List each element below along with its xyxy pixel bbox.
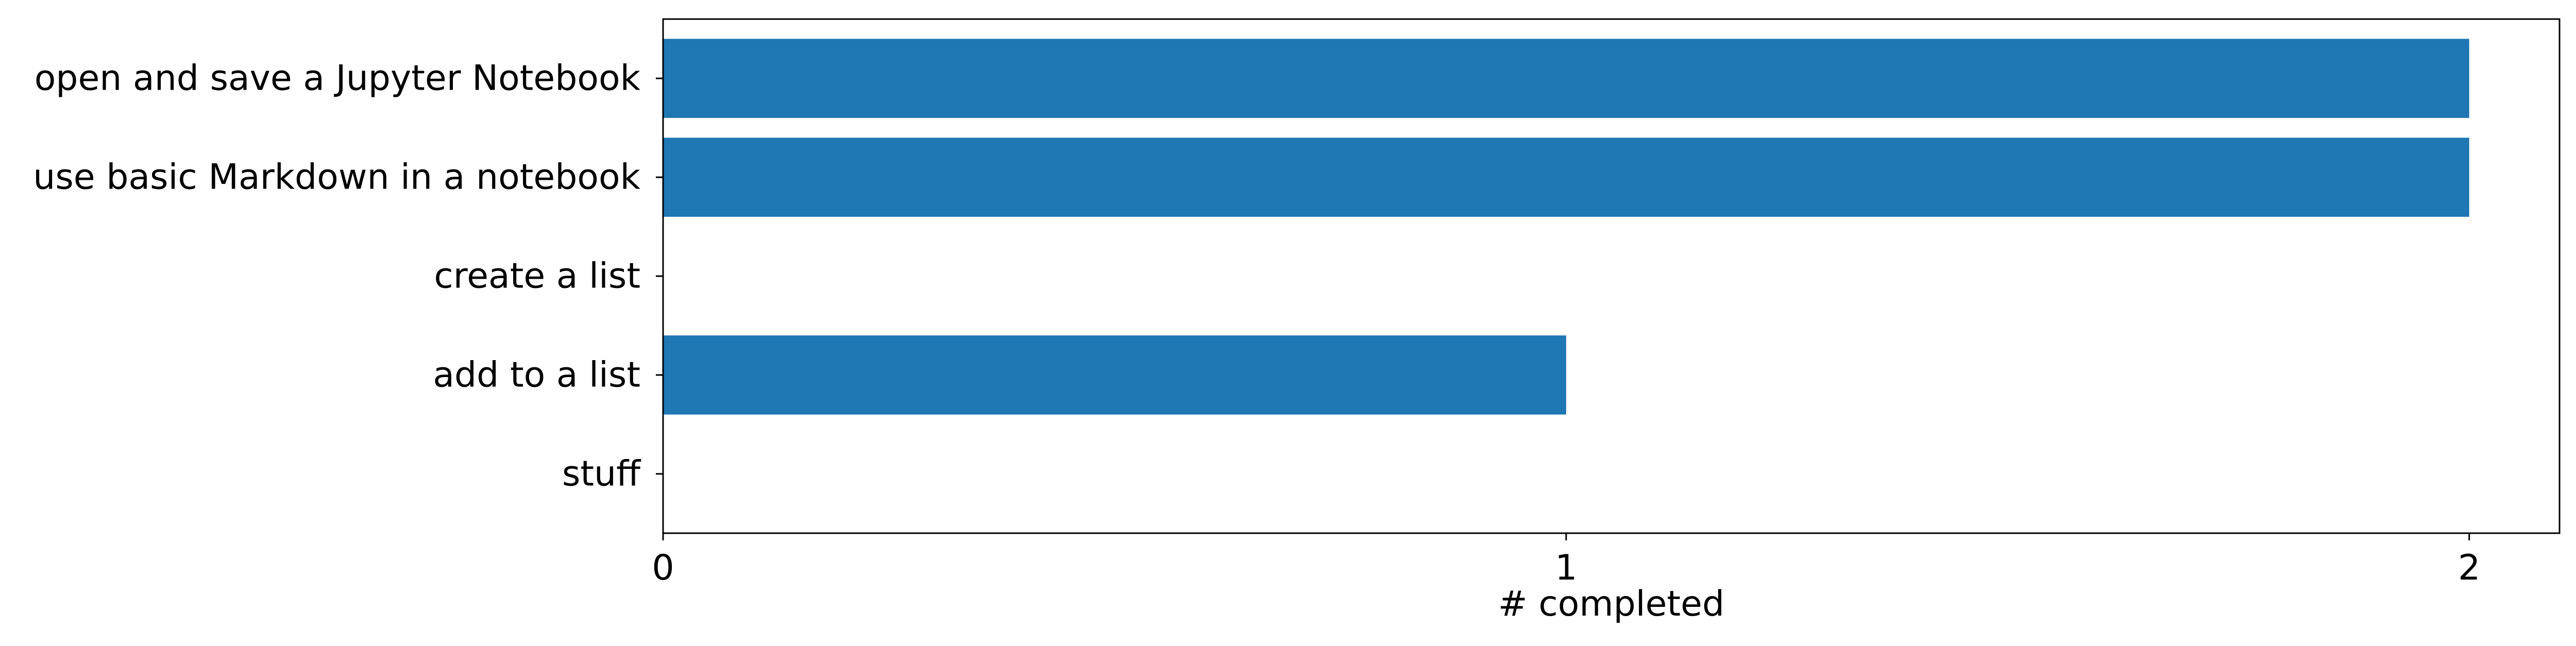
bar xyxy=(663,39,2469,118)
x-tick-label: 0 xyxy=(652,548,674,588)
y-tick-label: stuff xyxy=(562,453,641,494)
y-tick-label: use basic Markdown in a notebook xyxy=(33,157,640,198)
y-tick-label: add to a list xyxy=(433,354,640,395)
bars-layer xyxy=(663,39,2469,415)
bar xyxy=(663,335,1566,415)
bar xyxy=(663,138,2469,217)
x-tick-label: 2 xyxy=(2458,548,2480,588)
axes-layer: open and save a Jupyter Notebook use basi… xyxy=(33,18,2561,588)
x-tick-label: 1 xyxy=(1555,548,1577,588)
y-tick-label: open and save a Jupyter Notebook xyxy=(35,58,641,99)
y-tick-label: create a list xyxy=(434,256,640,297)
x-axis-label: # completed xyxy=(1498,584,1724,624)
plot-frame xyxy=(662,18,2561,534)
